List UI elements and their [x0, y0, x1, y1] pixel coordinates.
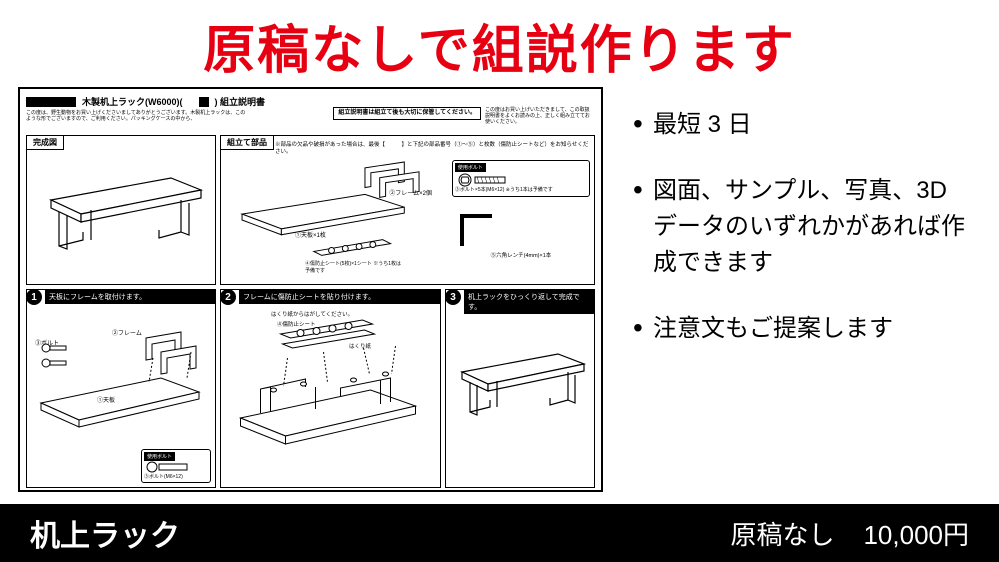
panel-complete: 完成図 — [26, 135, 216, 285]
footer-price-value: 10,000円 — [863, 520, 969, 550]
complete-illustration — [31, 140, 211, 270]
panel-step3: 3 机上ラックをひっくり返して完成です。 — [445, 289, 595, 488]
panel-complete-tag: 完成図 — [26, 135, 64, 150]
panel-step1: 1 天板にフレームを取付けます。 ②フレーム ③ボルト — [26, 289, 216, 488]
step1-label-bolt: ③ボルト — [35, 338, 59, 347]
parts-left: ②フレーム×2個 ①天板×1枚 ④傷防止シート(5枚)×1シート ※うち1枚は予… — [225, 160, 446, 278]
step2-desc: フレームに傷防止シートを貼り付けます。 — [239, 290, 440, 304]
step2-paper: はくり紙 — [349, 342, 371, 350]
manual-panels: 完成図 組立て部品 ※部品の欠品や破損があった場合は、最後【 】と下記の部品番号… — [26, 135, 595, 484]
right-note: この度はお買い上げいただきまして、この取扱説明書をよくお読みの上、正しく組み立て… — [485, 107, 593, 125]
step1-label-frame: ②フレーム — [112, 328, 142, 337]
doc-type: ) 組立説明書 — [215, 95, 266, 108]
footer-price: 原稿なし 10,000円 — [731, 515, 969, 552]
panel-parts: 組立て部品 ※部品の欠品や破損があった場合は、最後【 】と下記の部品番号（①～⑤… — [220, 135, 595, 285]
label-frame: ②フレーム×2個 — [389, 188, 432, 197]
footer-price-label: 原稿なし — [731, 520, 835, 550]
wrench-icon — [452, 201, 502, 251]
wrench-area: ⑤六角レンチ(4mm)×1本 — [452, 201, 590, 259]
step3-illustration — [450, 312, 590, 472]
content-row: 木製机上ラック(W6000)( ) 組立説明書 この度は、野生動物をお買い上げく… — [0, 87, 999, 492]
label-wrench: ⑤六角レンチ(4mm)×1本 — [452, 251, 590, 259]
step3-num: 3 — [445, 289, 461, 305]
panel-step2: 2 フレームに傷防止シートを貼り付けます。 はくり紙からはがしてください。 — [220, 289, 441, 488]
assembly-manual: 木製机上ラック(W6000)( ) 組立説明書 この度は、野生動物をお買い上げく… — [18, 87, 603, 492]
main-title: 原稿なしで組説作ります — [0, 0, 999, 87]
step2-peel: はくり紙からはがしてください。 — [271, 310, 353, 318]
footer-product: 机上ラック — [30, 511, 180, 555]
bolt-spec: ③ボルト×5本(M6×12) ※うち1本は予備です — [455, 188, 587, 194]
feature-bullets: 最短 3 日 図面、サンプル、写真、3D データのいずれかがあれば作成できます … — [603, 87, 981, 492]
parts-note: ※部品の欠品や破損があった場合は、最後【 】と下記の部品番号（①～⑤）と枚数（傷… — [225, 140, 590, 156]
step2-illustration — [225, 308, 436, 483]
step1-bolt-box: 使用ボルト ③ボルト(M6×12) — [141, 449, 211, 483]
product-title: 木製机上ラック(W6000)( — [82, 95, 183, 108]
label-board: ①天板×1枚 — [295, 230, 326, 239]
step1-bolt-label: 使用ボルト — [144, 452, 175, 461]
step2-num: 2 — [220, 289, 236, 305]
panel-parts-tag: 組立て部品 — [220, 135, 274, 150]
step1-bolt-spec: ③ボルト(M6×12) — [144, 473, 208, 480]
bolt-icon — [455, 172, 515, 188]
parts-right: 使用ボルト ③ボルト×5本(M6×12) ※うち1本は予備です ⑤六角レンチ(4… — [452, 160, 590, 278]
step1-desc: 天板にフレームを取付けます。 — [45, 290, 215, 304]
bullet-3: 注意文もご提案します — [633, 311, 971, 347]
header-bar — [26, 97, 76, 107]
sub-bar — [199, 97, 209, 107]
bolt-small-icon — [144, 461, 194, 473]
keep-instruction-box: 組立説明書は組立て後も大切に保管してください。 — [333, 107, 481, 120]
step2-sheet: ④傷防止シート — [277, 320, 316, 328]
bolt-box-label: 使用ボルト — [455, 163, 486, 172]
footer-bar: 机上ラック 原稿なし 10,000円 — [0, 504, 999, 562]
label-sheet: ④傷防止シート(5枚)×1シート ※うち1枚は予備です — [305, 260, 405, 274]
step1-label-board: ①天板 — [97, 395, 115, 404]
bullet-1: 最短 3 日 — [633, 107, 971, 143]
step3-desc: 机上ラックをひっくり返して完成です。 — [464, 290, 594, 314]
caution-note: この度は、野生動物をお買い上げくださいましてありがとうございます。木製机上ラック… — [26, 110, 246, 122]
bullet-2: 図面、サンプル、写真、3D データのいずれかがあれば作成できます — [633, 173, 971, 281]
bolt-box: 使用ボルト ③ボルト×5本(M6×12) ※うち1本は予備です — [452, 160, 590, 197]
step1-num: 1 — [26, 289, 42, 305]
